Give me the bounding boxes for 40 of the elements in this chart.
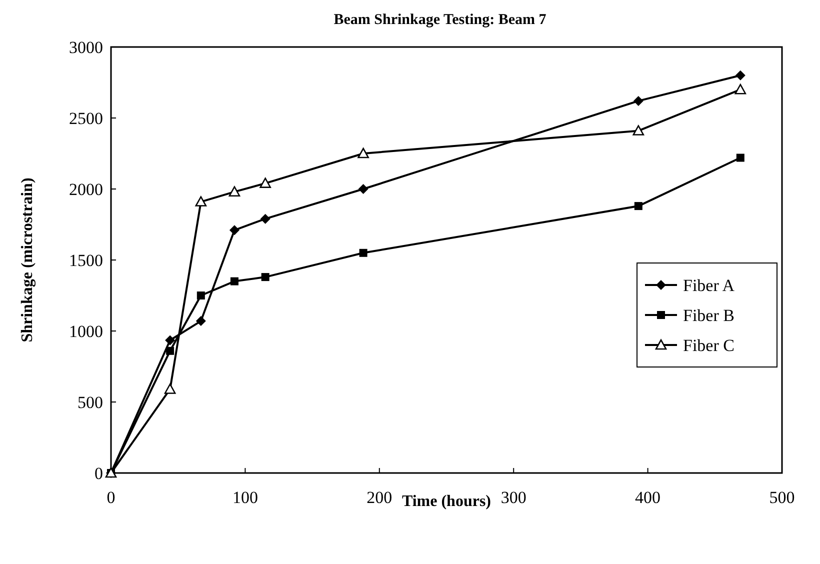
y-tick-label: 2500: [69, 109, 103, 128]
x-axis-title: Time (hours): [402, 493, 492, 510]
x-tick-label: 300: [500, 488, 526, 507]
legend-label: Fiber C: [683, 336, 734, 355]
point: [358, 184, 368, 194]
point: [196, 292, 205, 300]
point: [260, 178, 271, 188]
x-tick-label: 100: [232, 488, 258, 507]
point: [633, 96, 644, 106]
point: [196, 316, 206, 326]
point: [230, 277, 238, 286]
x-tick-label: 400: [635, 488, 661, 507]
y-tick-label: 1500: [69, 251, 103, 270]
point: [165, 335, 176, 346]
x-tick-label: 200: [366, 488, 392, 507]
point: [735, 70, 746, 80]
legend-label: Fiber A: [683, 276, 736, 295]
point: [229, 225, 240, 236]
point: [359, 248, 368, 257]
point: [634, 202, 642, 210]
y-tick-label: 500: [78, 393, 103, 412]
x-tick-label: 500: [769, 488, 795, 507]
point: [261, 273, 270, 282]
y-tick-label: 2000: [69, 180, 103, 199]
y-tick-label: 3000: [69, 38, 103, 57]
point: [228, 186, 240, 196]
legend-label: Fiber B: [683, 306, 734, 325]
chart-title: Beam Shrinkage Testing: Beam 7: [334, 12, 547, 28]
y-axis-title: Shrinkage (microstrain): [19, 178, 36, 342]
point: [358, 148, 369, 158]
y-tick-label: 0: [94, 464, 103, 483]
point: [164, 384, 176, 394]
point: [736, 154, 744, 162]
point: [260, 214, 270, 224]
x-tick-label: 0: [106, 488, 116, 507]
point: [734, 84, 746, 94]
point: [195, 196, 207, 206]
point: [632, 125, 644, 136]
y-tick-label: 1000: [69, 322, 103, 341]
point: [166, 346, 174, 355]
